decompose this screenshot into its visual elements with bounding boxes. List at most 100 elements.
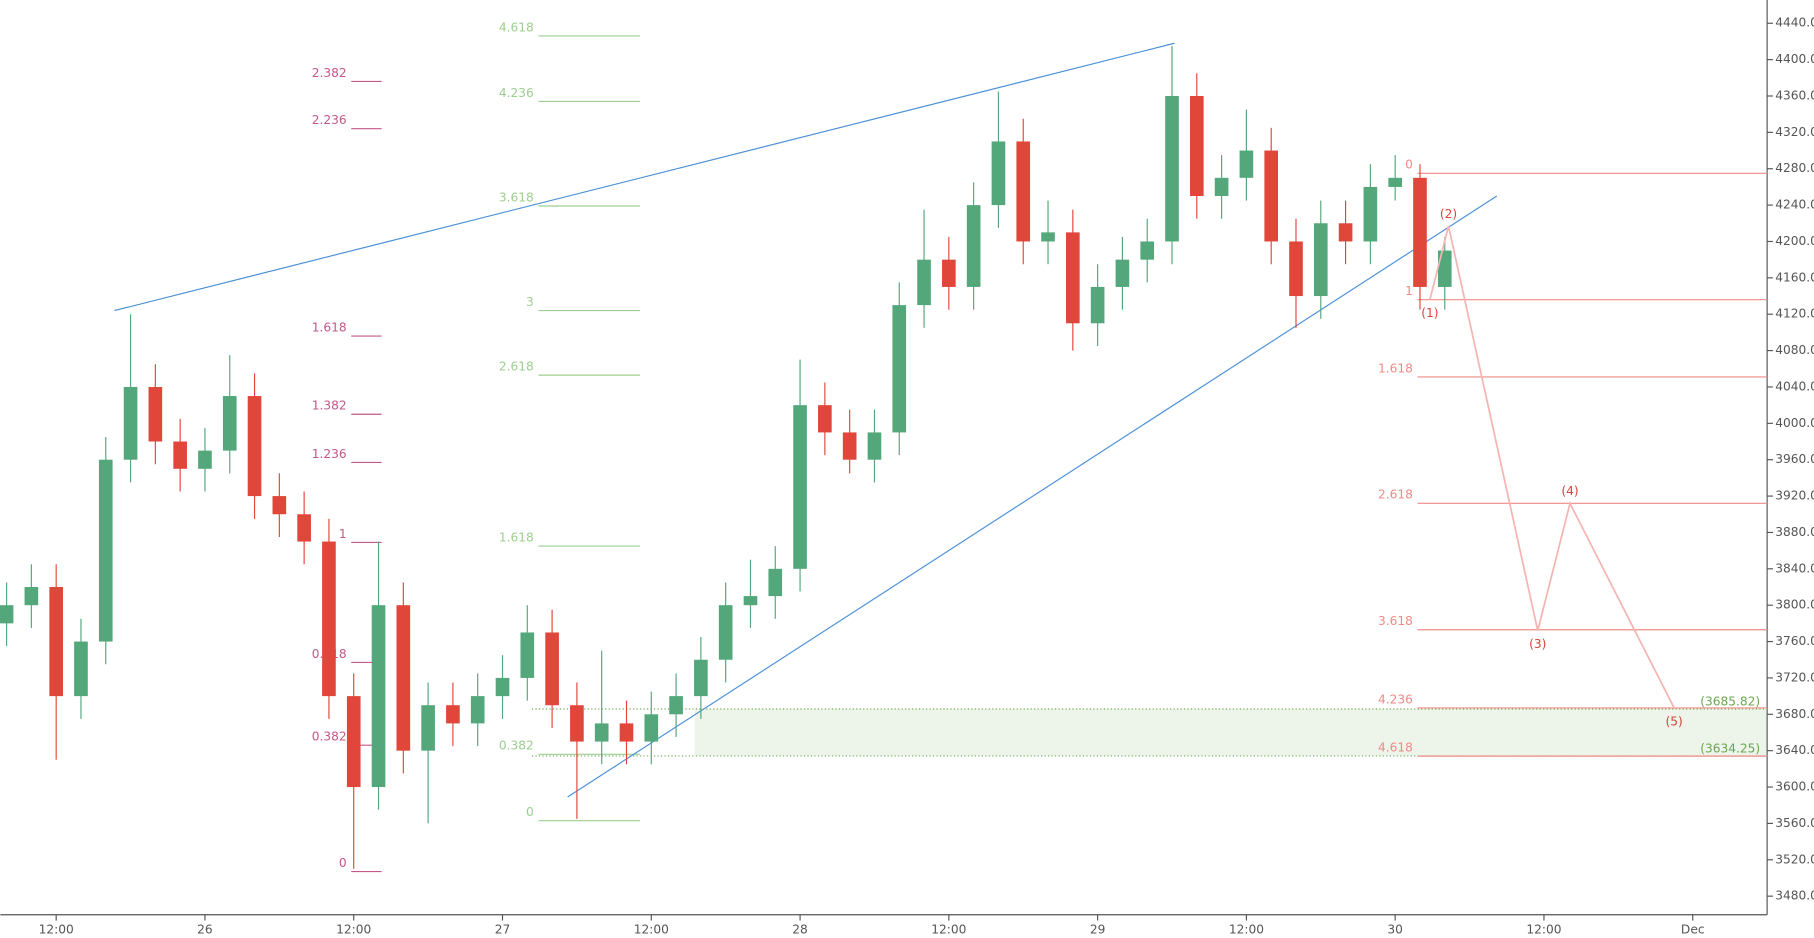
y-tick-label: 3880.00 (1775, 525, 1814, 539)
candle-body (272, 496, 287, 515)
fib-label: 2.618 (499, 360, 534, 374)
fib-label: 2.236 (312, 113, 347, 127)
y-tick-label: 4360.00 (1775, 88, 1814, 102)
candle-body (1115, 259, 1130, 287)
candle-body (1214, 177, 1229, 197)
fib-label: 3.618 (1378, 614, 1413, 628)
y-tick-label: 3640.00 (1775, 743, 1814, 757)
candle-body (247, 396, 262, 497)
fib-label: 2.382 (312, 66, 347, 80)
candle-body (74, 641, 88, 697)
y-tick-label: 4320.00 (1775, 125, 1814, 139)
x-tick-label: 12:00 (1229, 922, 1264, 936)
x-tick-label: 30 (1387, 922, 1403, 936)
y-tick-label: 4120.00 (1775, 307, 1814, 321)
candle-body (520, 632, 535, 678)
fib-label: 1.618 (499, 530, 534, 544)
x-tick-label: 12:00 (634, 922, 669, 936)
y-tick-label: 4440.00 (1775, 16, 1814, 30)
wave-label: (4) (1561, 484, 1578, 498)
candle-body (1016, 141, 1031, 242)
candle-body (892, 305, 907, 433)
fib-label: 4.618 (499, 20, 534, 34)
candle-body (966, 205, 981, 287)
x-tick-label: Dec (1681, 922, 1705, 936)
zone-label: (3685.82) (1700, 695, 1760, 709)
y-tick-label: 4240.00 (1775, 198, 1814, 212)
candle-body (991, 141, 1006, 206)
candle-body (1388, 177, 1402, 187)
zone-label: (3634.25) (1700, 741, 1760, 755)
x-tick-label: 12:00 (1526, 922, 1561, 936)
candle-body (718, 605, 733, 660)
candle-body (1041, 232, 1055, 242)
fib-label: 3 (526, 295, 534, 309)
candle-body (0, 605, 14, 624)
fib-label: 3.618 (499, 190, 534, 204)
candle-body (818, 405, 832, 433)
candle-body (793, 405, 807, 569)
fib-label: 1 (339, 527, 347, 541)
candle-body (49, 587, 63, 697)
fib-label: 4.236 (1378, 692, 1413, 706)
candle-body (867, 432, 882, 460)
x-tick-label: 26 (197, 922, 213, 936)
y-tick-label: 3600.00 (1775, 780, 1814, 794)
candle-body (173, 441, 187, 469)
fib-label: 1.618 (312, 320, 347, 334)
y-tick-label: 3760.00 (1775, 634, 1814, 648)
x-tick-label: 12:00 (336, 922, 371, 936)
candle-body (1289, 241, 1303, 297)
candle-body (421, 705, 435, 751)
fib-label: 1.236 (312, 447, 347, 461)
candle-body (297, 514, 311, 542)
wave-path (1429, 225, 1675, 709)
trend-line (114, 42, 1175, 312)
candle-body (1264, 150, 1279, 242)
candle-body (1437, 250, 1452, 287)
y-tick-label: 4000.00 (1775, 416, 1814, 430)
fib-label: 1.618 (1378, 361, 1413, 375)
candle-body (98, 459, 113, 642)
candle-body (1413, 177, 1427, 287)
fib-label: 0 (1405, 158, 1413, 172)
wave-label: (5) (1666, 714, 1683, 728)
candle-body (198, 450, 212, 469)
fib-label: 0 (526, 805, 534, 819)
candle-body (123, 386, 138, 460)
y-tick-label: 3920.00 (1775, 489, 1814, 503)
fib-label: 2.618 (1378, 488, 1413, 502)
y-tick-label: 4400.00 (1775, 52, 1814, 66)
y-tick-label: 4160.00 (1775, 270, 1814, 284)
y-tick-label: 3840.00 (1775, 561, 1814, 575)
y-tick-label: 4200.00 (1775, 234, 1814, 248)
y-tick-label: 3480.00 (1775, 889, 1814, 903)
candle-body (1239, 150, 1254, 178)
fib-label: 0.382 (499, 739, 534, 753)
candle-body (1313, 223, 1328, 297)
candle-body (694, 659, 708, 697)
target-zone (694, 709, 1768, 756)
candle-body (1090, 286, 1105, 324)
candle-body (346, 696, 361, 788)
wave-label: (1) (1421, 306, 1438, 320)
candle-body (942, 259, 956, 287)
candle-body (396, 605, 411, 751)
candle-body (917, 259, 931, 306)
fib-label: 0.382 (312, 730, 347, 744)
x-tick-label: 12:00 (931, 922, 966, 936)
x-tick-label: 29 (1090, 922, 1106, 936)
candle-body (768, 568, 783, 597)
y-tick-label: 4080.00 (1775, 343, 1814, 357)
y-tick-label: 3960.00 (1775, 452, 1814, 466)
candle-body (743, 596, 758, 606)
candle-body (842, 432, 857, 460)
x-tick-label: 12:00 (39, 922, 74, 936)
fib-label: 4.236 (499, 86, 534, 100)
candle-body (1140, 241, 1155, 260)
candle-body (545, 632, 559, 706)
wave-label: (3) (1529, 637, 1546, 651)
candle-body (446, 705, 460, 724)
